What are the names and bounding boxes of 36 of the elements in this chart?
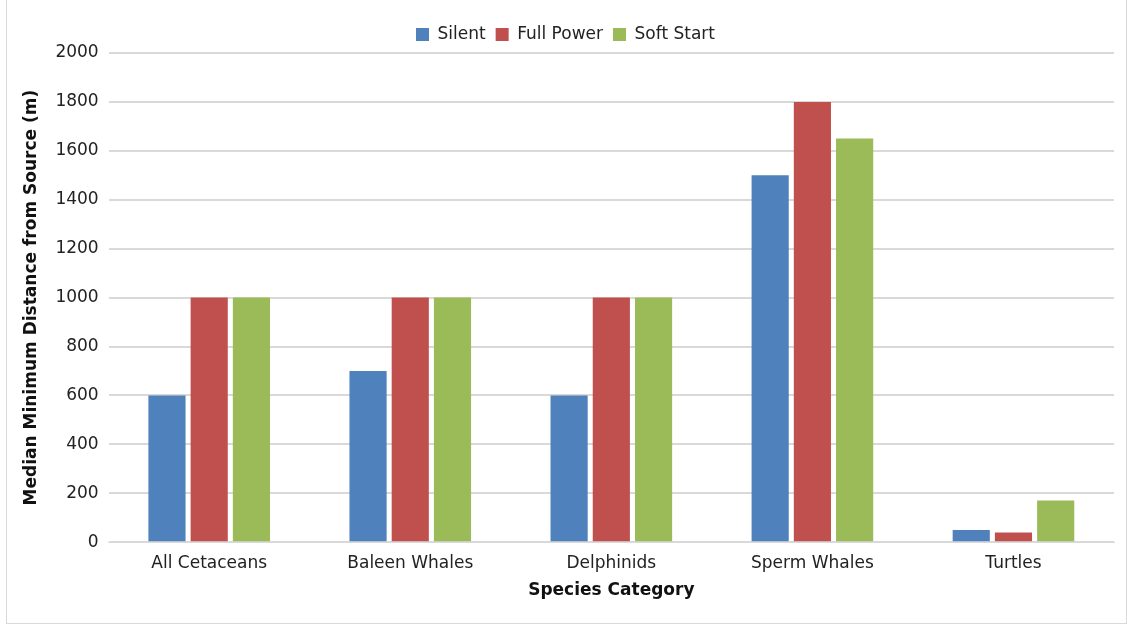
bar <box>836 138 874 542</box>
y-tick-label: 1200 <box>55 237 99 258</box>
bar <box>232 297 270 542</box>
x-tick-label: All Cetaceans <box>151 551 268 572</box>
x-tick-label: Delphinids <box>566 551 657 572</box>
bar <box>391 297 429 542</box>
bar <box>952 529 990 542</box>
y-tick-label: 0 <box>87 530 99 551</box>
y-tick-label: 800 <box>66 334 99 355</box>
y-tick-label: 200 <box>66 481 99 502</box>
legend-label: Silent <box>437 22 486 43</box>
legend-label: Full Power <box>517 22 604 43</box>
y-tick-label: 1400 <box>55 188 99 209</box>
y-tick-label: 1000 <box>55 286 99 307</box>
y-tick-label: 1800 <box>55 90 99 111</box>
bar <box>148 395 186 542</box>
y-tick-label: 400 <box>66 432 99 453</box>
x-axis-title: Species Category <box>528 579 695 600</box>
bar <box>592 297 630 542</box>
bar <box>994 532 1033 542</box>
x-tick-label: Baleen Whales <box>347 551 474 572</box>
bar <box>793 101 831 542</box>
x-tick-label: Sperm Whales <box>751 551 874 572</box>
bar <box>349 370 387 542</box>
legend-label: Soft Start <box>634 22 716 43</box>
y-tick-label: 600 <box>66 383 99 404</box>
bar <box>634 297 673 542</box>
bar <box>433 297 472 542</box>
x-tick-label: Turtles <box>984 551 1042 572</box>
y-tick-label: 2000 <box>55 41 99 62</box>
y-axis-title: Median Minimum Distance from Source (m) <box>19 89 40 506</box>
y-tick-label: 1600 <box>55 139 99 160</box>
bar <box>751 175 789 542</box>
bar <box>550 395 588 542</box>
bar <box>190 297 228 542</box>
bar <box>1037 500 1075 542</box>
